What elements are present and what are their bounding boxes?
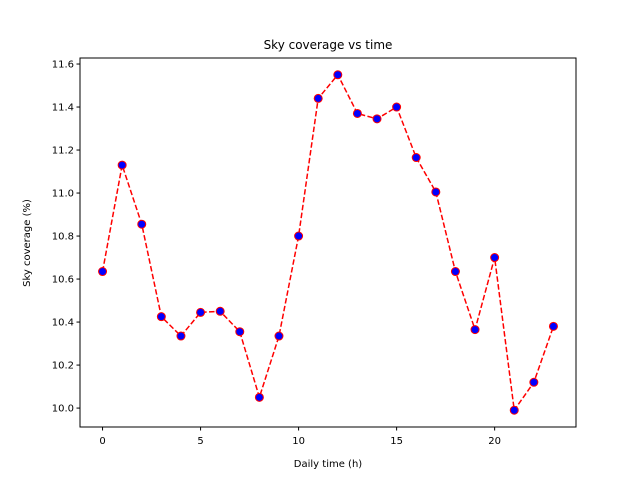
data-point <box>352 108 362 118</box>
data-point <box>490 253 500 263</box>
y-tick-label: 11.4 <box>52 103 74 114</box>
y-tick-label: 10.0 <box>52 404 74 415</box>
data-point <box>215 306 225 316</box>
data-point <box>509 405 519 415</box>
x-tick-label: 20 <box>488 436 501 447</box>
data-point <box>392 102 402 112</box>
data-point <box>137 219 147 229</box>
data-point <box>274 331 284 341</box>
data-point <box>372 114 382 124</box>
data-point <box>254 392 264 402</box>
data-point <box>333 70 343 80</box>
data-point <box>156 312 166 322</box>
y-tick-label: 11.0 <box>52 189 74 200</box>
axes-frame <box>79 57 577 428</box>
x-tick-label: 5 <box>197 436 203 447</box>
data-point <box>196 307 206 317</box>
data-point <box>411 153 421 163</box>
data-point <box>98 267 108 277</box>
y-tick-label: 10.8 <box>52 232 74 243</box>
y-tick-label: 10.6 <box>52 275 74 286</box>
data-point <box>470 325 480 335</box>
data-point <box>294 231 304 241</box>
series-line <box>101 73 555 413</box>
x-tick-label: 0 <box>99 436 105 447</box>
data-point <box>235 327 245 337</box>
y-axis-label: Sky coverage (%) <box>22 199 33 287</box>
x-axis-label: Daily time (h) <box>294 459 362 470</box>
y-axis-ticks: 10.0 10.2 10.4 10.6 10.8 11.0 11.2 11.4 11.6 <box>52 60 80 415</box>
x-tick-label: 15 <box>390 436 403 447</box>
x-axis-ticks: 0 5 10 15 20 <box>99 427 501 447</box>
data-point <box>431 187 441 197</box>
chart-title: Sky coverage vs time <box>264 38 393 52</box>
data-point <box>548 321 558 331</box>
data-point <box>450 267 460 277</box>
y-tick-label: 10.4 <box>52 318 74 329</box>
y-tick-label: 10.2 <box>52 361 74 372</box>
y-tick-label: 11.2 <box>52 146 74 157</box>
x-tick-label: 10 <box>292 436 305 447</box>
data-point <box>176 331 186 341</box>
data-point <box>117 160 127 170</box>
data-point <box>313 93 323 103</box>
y-tick-label: 11.6 <box>52 60 74 71</box>
data-point <box>529 377 539 387</box>
series-layer <box>98 70 558 415</box>
